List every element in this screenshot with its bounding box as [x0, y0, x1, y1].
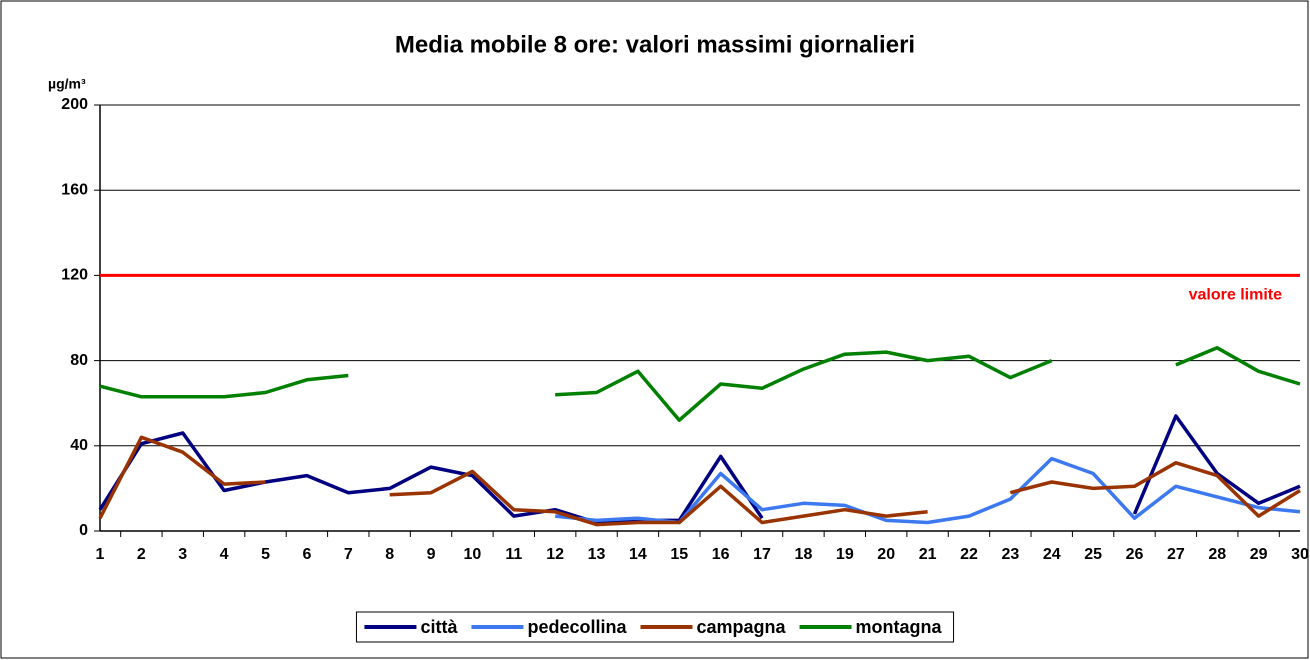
x-tick-label: 1	[96, 546, 105, 563]
y-tick-label: 200	[61, 96, 88, 113]
y-tick-label: 120	[61, 267, 88, 284]
y-axis-label: µg/m³	[48, 76, 86, 92]
x-tick-label: 2	[137, 546, 146, 563]
legend-label: città	[420, 617, 458, 637]
x-tick-label: 12	[546, 546, 564, 563]
y-tick-label: 0	[79, 522, 88, 539]
y-tick-label: 80	[70, 352, 88, 369]
chart-title: Media mobile 8 ore: valori massimi giorn…	[395, 31, 915, 58]
x-tick-label: 24	[1043, 546, 1061, 563]
reference-label: valore limite	[1189, 287, 1282, 304]
x-tick-label: 19	[836, 546, 854, 563]
x-tick-label: 9	[427, 546, 436, 563]
x-tick-label: 15	[670, 546, 688, 563]
x-tick-label: 27	[1167, 546, 1185, 563]
x-tick-label: 30	[1291, 546, 1309, 563]
x-tick-label: 13	[588, 546, 606, 563]
x-tick-label: 28	[1208, 546, 1226, 563]
x-tick-label: 23	[1001, 546, 1019, 563]
x-tick-label: 18	[795, 546, 813, 563]
series-line	[99, 346, 1301, 422]
x-tick-label: 26	[1126, 546, 1144, 563]
x-tick-label: 22	[960, 546, 978, 563]
y-tick-label: 40	[70, 437, 88, 454]
x-tick-label: 7	[344, 546, 353, 563]
x-tick-label: 10	[464, 546, 482, 563]
x-tick-label: 14	[629, 546, 647, 563]
legend-label: pedecollina	[527, 617, 627, 637]
x-tick-label: 29	[1250, 546, 1268, 563]
x-tick-label: 16	[712, 546, 730, 563]
x-tick-label: 17	[753, 546, 771, 563]
series-line	[98, 435, 1301, 527]
x-tick-label: 5	[261, 546, 270, 563]
x-tick-label: 6	[302, 546, 311, 563]
x-tick-label: 3	[178, 546, 187, 563]
x-tick-label: 21	[919, 546, 937, 563]
x-tick-label: 11	[505, 546, 522, 563]
legend-label: montagna	[856, 617, 943, 637]
x-tick-label: 25	[1084, 546, 1102, 563]
x-tick-label: 4	[220, 546, 229, 563]
y-tick-label: 160	[61, 181, 88, 198]
legend-label: campagna	[696, 617, 786, 637]
x-tick-label: 20	[877, 546, 895, 563]
x-tick-label: 8	[385, 546, 394, 563]
